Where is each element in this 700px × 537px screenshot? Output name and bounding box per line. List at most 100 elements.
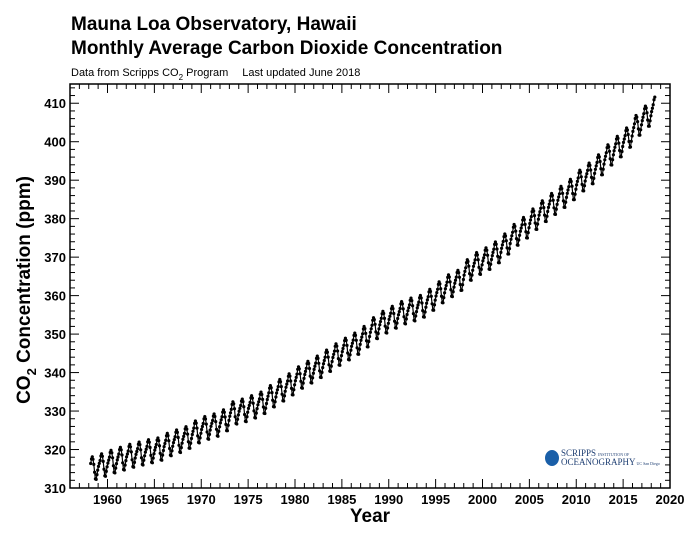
data-point (177, 443, 181, 447)
data-point (285, 382, 289, 386)
data-point (547, 202, 551, 206)
data-point (122, 468, 126, 472)
data-point (607, 145, 611, 149)
data-point (299, 379, 303, 383)
data-point (479, 267, 483, 271)
x-tick-label: 2015 (609, 492, 638, 507)
data-point (271, 398, 275, 402)
data-point (387, 317, 391, 321)
data-point (189, 436, 194, 441)
data-point (153, 448, 157, 452)
data-point (492, 247, 496, 251)
data-point (378, 323, 382, 327)
data-point (499, 250, 503, 254)
data-point (552, 206, 556, 210)
data-point (432, 303, 437, 307)
data-point (544, 219, 548, 224)
data-point (152, 452, 156, 456)
data-point (225, 429, 229, 433)
data-point (105, 465, 109, 469)
data-point (332, 349, 337, 353)
data-point (368, 334, 372, 339)
data-point (201, 421, 205, 426)
data-point (284, 385, 288, 389)
data-point (601, 167, 605, 171)
data-point (486, 261, 490, 265)
data-point (368, 330, 372, 334)
data-point (205, 430, 209, 434)
data-point (106, 461, 110, 465)
data-point (163, 441, 167, 446)
data-point (576, 176, 580, 180)
data-point (434, 294, 438, 298)
data-point (120, 453, 124, 457)
data-point (311, 376, 315, 380)
data-point (644, 106, 648, 110)
data-point (162, 445, 166, 449)
data-point (400, 302, 404, 306)
data-point (411, 304, 415, 308)
data-point (578, 170, 583, 174)
data-point (407, 303, 412, 307)
data-point (143, 450, 147, 454)
data-point (272, 405, 276, 409)
data-point (496, 254, 500, 258)
data-point (369, 327, 373, 331)
data-point (104, 469, 108, 473)
data-point (240, 397, 244, 401)
data-point (171, 444, 175, 448)
data-point (561, 191, 565, 195)
x-tick-label: 2010 (562, 492, 591, 507)
data-point (592, 176, 596, 180)
data-point (608, 157, 612, 161)
data-point (228, 414, 232, 418)
data-point (295, 372, 299, 376)
data-point (269, 386, 273, 390)
data-point (541, 201, 545, 205)
data-point (478, 272, 483, 276)
data-point (649, 114, 653, 118)
data-point (513, 224, 517, 228)
y-tick-label: 340 (44, 366, 66, 381)
data-point (525, 236, 530, 240)
data-point (328, 369, 333, 373)
data-point (143, 454, 147, 458)
logo-line2: OCEANOGRAPHYUC San Diego (561, 457, 660, 467)
data-point (358, 342, 362, 346)
data-point (311, 371, 315, 375)
data-point (523, 222, 527, 226)
data-point (326, 355, 330, 359)
data-point (330, 359, 334, 364)
data-point (475, 253, 479, 257)
data-point (444, 283, 448, 288)
data-point (289, 379, 293, 383)
data-point (320, 370, 324, 374)
chart-title: Mauna Loa Observatory, Hawaii (71, 14, 357, 35)
data-point (385, 331, 389, 335)
data-point (251, 401, 255, 405)
data-point (114, 466, 118, 470)
data-point (102, 467, 106, 471)
data-point (430, 302, 434, 306)
data-point (621, 140, 626, 144)
data-point (357, 347, 362, 351)
data-point (367, 339, 371, 344)
data-point (448, 280, 452, 284)
data-point (153, 445, 158, 449)
logo-line1: SCRIPPS INSTITUTION OF (561, 448, 630, 458)
data-point (142, 458, 146, 462)
data-point (516, 243, 520, 247)
data-point (519, 226, 523, 230)
data-point (275, 388, 279, 392)
data-point (107, 455, 112, 459)
data-point (617, 141, 621, 145)
data-point (360, 335, 364, 339)
data-point (629, 139, 633, 143)
data-point (468, 272, 472, 276)
data-point (263, 411, 267, 416)
data-point (282, 399, 286, 403)
data-point (593, 167, 598, 171)
data-point (538, 210, 542, 214)
data-point (396, 313, 401, 317)
source-note: Data from Scripps CO2 Program Last update… (71, 67, 360, 82)
